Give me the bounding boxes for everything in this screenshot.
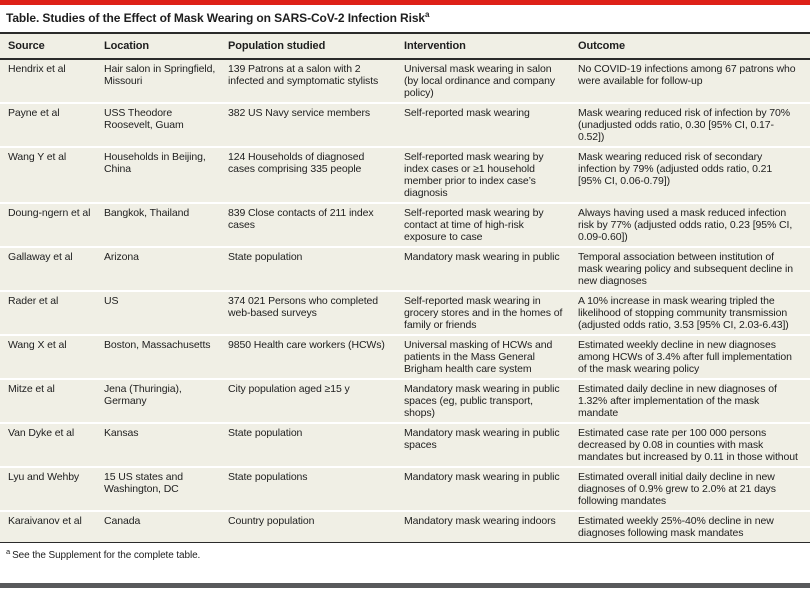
cell-source: Wang Y et al (0, 147, 104, 204)
col-header-source: Source (0, 32, 104, 60)
cell-source: Karaivanov et al (0, 511, 104, 543)
cell-location: Hair salon in Springfield, Missouri (104, 59, 228, 104)
cell-outcome: Estimated daily decline in new diagnoses… (578, 379, 810, 424)
cell-location: Bangkok, Thailand (104, 203, 228, 248)
cell-intervention: Self-reported mask wearing by index case… (404, 147, 578, 204)
cell-source: Payne et al (0, 103, 104, 148)
cell-source: Gallaway et al (0, 247, 104, 292)
cell-intervention: Mandatory mask wearing in public (404, 467, 578, 512)
cell-outcome: Estimated weekly decline in new diagnose… (578, 335, 810, 380)
cell-population: 382 US Navy service members (228, 103, 404, 148)
cell-population: State populations (228, 467, 404, 512)
cell-population: 124 Households of diagnosed cases compri… (228, 147, 404, 204)
cell-outcome: Mask wearing reduced risk of secondary i… (578, 147, 810, 204)
cell-intervention: Mandatory mask wearing in public spaces (404, 423, 578, 468)
cell-source: Hendrix et al (0, 59, 104, 104)
table-title: Table. Studies of the Effect of Mask Wea… (0, 5, 810, 32)
cell-population: State population (228, 423, 404, 468)
col-header-outcome: Outcome (578, 32, 810, 60)
cell-source: Mitze et al (0, 379, 104, 424)
table-row: Van Dyke et al Kansas State population M… (0, 423, 810, 468)
cell-population: 374 021 Persons who completed web-based … (228, 291, 404, 336)
table-row: Gallaway et al Arizona State population … (0, 247, 810, 292)
footnote-marker: a (6, 547, 11, 556)
cell-source: Van Dyke et al (0, 423, 104, 468)
table-title-text: Table. Studies of the Effect of Mask Wea… (6, 11, 425, 25)
cell-intervention: Mandatory mask wearing indoors (404, 511, 578, 543)
cell-outcome: Estimated weekly 25%-40% decline in new … (578, 511, 810, 543)
cell-intervention: Self-reported mask wearing (404, 103, 578, 148)
table-row: Doung-ngern et al Bangkok, Thailand 839 … (0, 203, 810, 248)
cell-population: Country population (228, 511, 404, 543)
cell-intervention: Mandatory mask wearing in public spaces … (404, 379, 578, 424)
cell-population: City population aged ≥15 y (228, 379, 404, 424)
cell-source: Doung-ngern et al (0, 203, 104, 248)
cell-outcome: Always having used a mask reduced infect… (578, 203, 810, 248)
table-row: Karaivanov et al Canada Country populati… (0, 511, 810, 543)
cell-location: US (104, 291, 228, 336)
cell-intervention: Universal masking of HCWs and patients i… (404, 335, 578, 380)
studies-table: Source Location Population studied Inter… (0, 32, 810, 543)
col-header-population: Population studied (228, 32, 404, 60)
cell-population: 839 Close contacts of 211 index cases (228, 203, 404, 248)
table-row: Payne et al USS Theodore Roosevelt, Guam… (0, 103, 810, 148)
cell-outcome: Temporal association between institution… (578, 247, 810, 292)
header-row: Source Location Population studied Inter… (0, 32, 810, 60)
cell-population: 139 Patrons at a salon with 2 infected a… (228, 59, 404, 104)
footnote-text: See the Supplement for the complete tabl… (12, 550, 201, 562)
bottom-bar (0, 583, 810, 588)
cell-location: Arizona (104, 247, 228, 292)
table-row: Wang Y et al Households in Beijing, Chin… (0, 147, 810, 204)
table-row: Hendrix et al Hair salon in Springfield,… (0, 59, 810, 104)
table-row: Mitze et al Jena (Thuringia), Germany Ci… (0, 379, 810, 424)
cell-outcome: Estimated case rate per 100 000 persons … (578, 423, 810, 468)
cell-outcome: No COVID-19 infections among 67 patrons … (578, 59, 810, 104)
table-row: Wang X et al Boston, Massachusetts 9850 … (0, 335, 810, 380)
table-row: Lyu and Wehby 15 US states and Washingto… (0, 467, 810, 512)
cell-intervention: Self-reported mask wearing by contact at… (404, 203, 578, 248)
cell-outcome: Estimated overall initial daily decline … (578, 467, 810, 512)
cell-location: Canada (104, 511, 228, 543)
cell-intervention: Mandatory mask wearing in public (404, 247, 578, 292)
footnote: a See the Supplement for the complete tab… (0, 543, 810, 564)
cell-location: 15 US states and Washington, DC (104, 467, 228, 512)
cell-location: Jena (Thuringia), Germany (104, 379, 228, 424)
cell-location: Households in Beijing, China (104, 147, 228, 204)
top-accent-bar (0, 0, 810, 5)
col-header-location: Location (104, 32, 228, 60)
cell-intervention: Self-reported mask wearing in grocery st… (404, 291, 578, 336)
cell-source: Wang X et al (0, 335, 104, 380)
cell-source: Lyu and Wehby (0, 467, 104, 512)
table-title-superscript: a (424, 10, 430, 19)
cell-location: USS Theodore Roosevelt, Guam (104, 103, 228, 148)
cell-source: Rader et al (0, 291, 104, 336)
cell-outcome: A 10% increase in mask wearing tripled t… (578, 291, 810, 336)
cell-intervention: Universal mask wearing in salon (by loca… (404, 59, 578, 104)
cell-population: 9850 Health care workers (HCWs) (228, 335, 404, 380)
col-header-intervention: Intervention (404, 32, 578, 60)
cell-population: State population (228, 247, 404, 292)
table-row: Rader et al US 374 021 Persons who compl… (0, 291, 810, 336)
cell-location: Kansas (104, 423, 228, 468)
cell-outcome: Mask wearing reduced risk of infection b… (578, 103, 810, 148)
cell-location: Boston, Massachusetts (104, 335, 228, 380)
